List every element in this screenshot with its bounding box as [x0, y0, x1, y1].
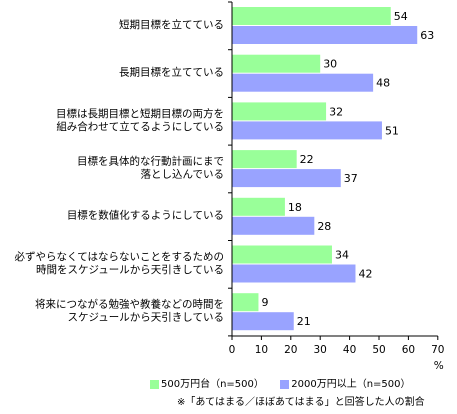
bar-series-1-2: [232, 102, 327, 121]
category-label: 長期目標を立てている: [119, 66, 224, 79]
footnote: ※「あてはまる／ほぼあてはまる」と回答した人の割合: [177, 397, 425, 408]
bar-series-2-0: [232, 26, 418, 44]
bar-value-label: 37: [344, 172, 358, 185]
bar-value-label: 42: [358, 268, 372, 281]
bar-series-1-6: [232, 293, 259, 312]
legend-label-series-1: 500万円台（n=500）: [161, 379, 264, 390]
category-label: 目標を数値化するようにしている: [67, 209, 224, 222]
category-label: 必ずやらなくてはならないことをするための: [15, 250, 224, 263]
bar-series-1-3: [232, 150, 297, 169]
category-label: スケジュールから天引きしている: [68, 311, 224, 324]
bar-value-label: 32: [329, 105, 343, 118]
bar-value-label: 28: [317, 220, 331, 233]
x-tick-label: 50: [372, 344, 385, 356]
category-label: 組み合わせて立てるようにしている: [56, 120, 224, 133]
bar-value-label: 54: [394, 10, 408, 23]
category-label: 落とし込んでいる: [141, 168, 224, 180]
bar-value-label: 18: [288, 201, 302, 214]
bar-series-1-0: [232, 7, 391, 25]
bar-value-label: 22: [300, 153, 314, 166]
category-label: 目標を具体的な行動計画にまで: [77, 154, 224, 167]
x-tick-label: 60: [402, 344, 415, 356]
x-tick-label: 40: [343, 344, 356, 356]
bar-value-label: 48: [376, 77, 390, 90]
bar-value-label: 63: [420, 29, 434, 42]
bar-series-2-1: [232, 73, 374, 92]
category-label: 目標は長期目標と短期目標の両方を: [56, 107, 224, 120]
bar-series-1-1: [232, 54, 321, 73]
x-tick-label: 30: [314, 344, 327, 356]
legend-label-series-2: 2000万円以上（n=500）: [291, 379, 411, 390]
bar-series-2-2: [232, 121, 382, 140]
bar-series-1-4: [232, 197, 285, 216]
bar-value-label: 51: [385, 124, 399, 137]
x-tick-label: 20: [284, 344, 297, 356]
legend-swatch-series-2: [280, 379, 290, 389]
bar-series-1-5: [232, 245, 332, 264]
bar-value-label: 9: [261, 296, 268, 309]
x-axis-unit: %: [434, 360, 444, 372]
bar-value-label: 21: [297, 315, 311, 328]
category-label: 将来につながる勉強や教養などの時間を: [35, 298, 224, 311]
bar-series-2-6: [232, 312, 294, 331]
category-label: 時間をスケジュールから天引きしている: [36, 263, 224, 276]
x-tick-label: 10: [255, 344, 268, 356]
bar-value-label: 30: [323, 58, 337, 71]
bar-series-2-3: [232, 169, 341, 188]
bar-series-2-4: [232, 216, 315, 235]
category-label: 短期目標を立てている: [119, 18, 224, 31]
x-tick-label: 70: [431, 344, 444, 356]
legend: 500万円台（n=500） 2000万円以上（n=500）: [150, 375, 411, 390]
bar-series-2-5: [232, 264, 356, 283]
bar-value-label: 34: [335, 249, 349, 262]
x-tick-label: 0: [229, 344, 236, 356]
legend-swatch-series-1: [150, 379, 159, 389]
